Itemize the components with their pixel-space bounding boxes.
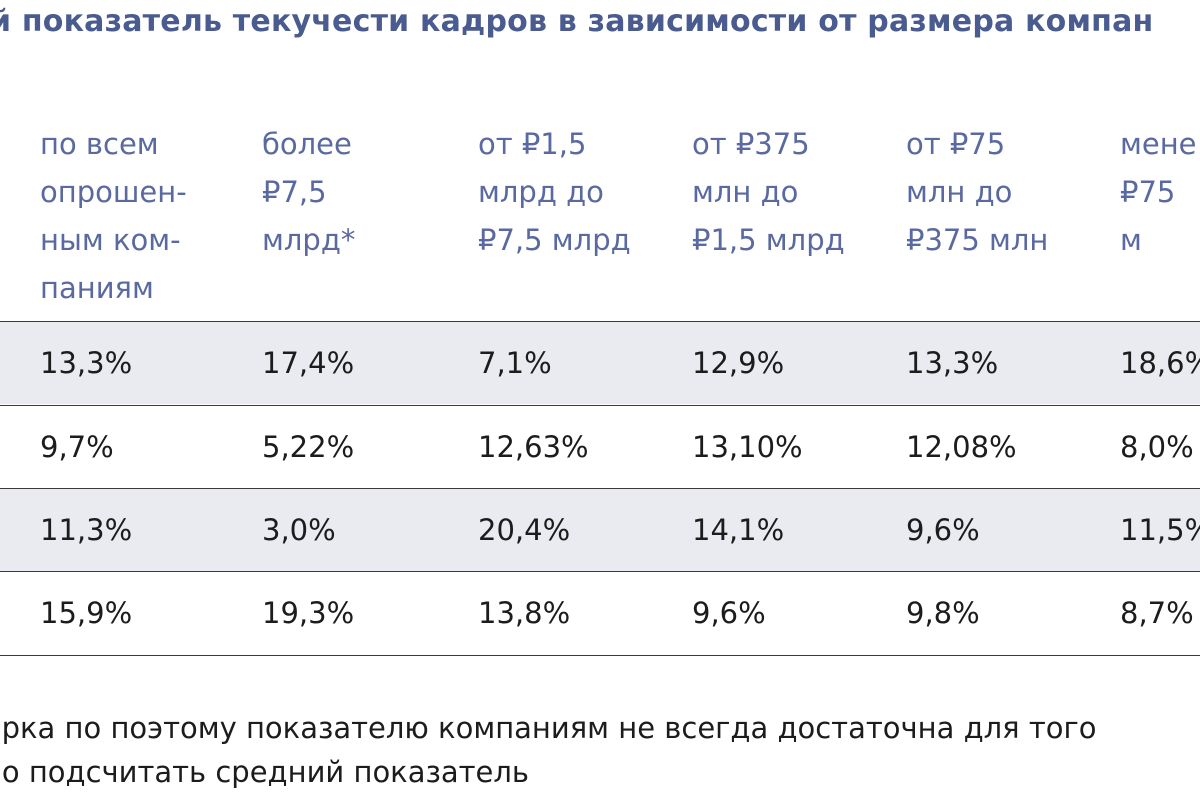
table-cell: 9,6% [906,513,980,547]
table-row: 9,7% 5,22% 12,63% 13,10% 12,08% 8,0% [0,406,1200,488]
table-title: й показатель текучести кадров в зависимо… [0,4,1154,39]
table-cell: 5,22% [262,430,355,464]
table-cell: 9,7% [40,430,114,464]
footnote: борка по поэтому показателю компаниям не… [0,706,1096,794]
table-cell: 13,3% [906,346,999,380]
table-row: 11,3% 3,0% 20,4% 14,1% 9,6% 11,5% [0,489,1200,571]
table-cell: 17,4% [262,346,355,380]
footnote-line: борка по поэтому показателю компаниям не… [0,711,1097,745]
table-cell: 12,08% [906,430,1017,464]
table-cell: 19,3% [262,596,355,630]
table-cell: 8,0% [1120,430,1194,464]
table-cell: 15,9% [40,596,133,630]
header-1-5-to-7-5-bln: от ₽1,5 млрд до ₽7,5 млрд [478,127,631,257]
table-cell: 13,10% [692,430,803,464]
table-cell: 14,1% [692,513,785,547]
table-rule [0,571,1200,572]
table-cell: 13,3% [40,346,133,380]
table-cell: 7,1% [478,346,552,380]
table-row: 15,9% 19,3% 13,8% 9,6% 9,8% 8,7% [0,572,1200,654]
table-header-row: по всем опрошен- ным ком- паниям более ₽… [0,112,1200,312]
table-rule [0,321,1200,322]
table-rule [0,655,1200,656]
header-over-7-5-bln: более ₽7,5 млрд* [262,127,356,257]
header-under-75-mln: мене ₽75 м [1120,127,1197,257]
table-cell: 11,3% [40,513,133,547]
table-cell: 8,7% [1120,596,1194,630]
header-375-mln-to-1-5-bln: от ₽375 млн до ₽1,5 млрд [692,127,845,257]
table-row: 13,3% 17,4% 7,1% 12,9% 13,3% 18,6% [0,322,1200,404]
header-75-to-375-mln: от ₽75 млн до ₽375 млн [906,127,1049,257]
table-cell: 12,9% [692,346,785,380]
table-rule [0,488,1200,489]
table-cell: 12,63% [478,430,589,464]
table-cell: 9,6% [692,596,766,630]
table-cell: 20,4% [478,513,571,547]
table-cell: 9,8% [906,596,980,630]
footnote-line: тно подсчитать средний показатель [0,755,530,789]
table-cell: 3,0% [262,513,336,547]
header-all-companies: по всем опрошен- ным ком- паниям [40,127,187,305]
table-cell: 13,8% [478,596,571,630]
table-cell: 11,5% [1120,513,1200,547]
table-rule [0,405,1200,406]
table-cell: 18,6% [1120,346,1200,380]
